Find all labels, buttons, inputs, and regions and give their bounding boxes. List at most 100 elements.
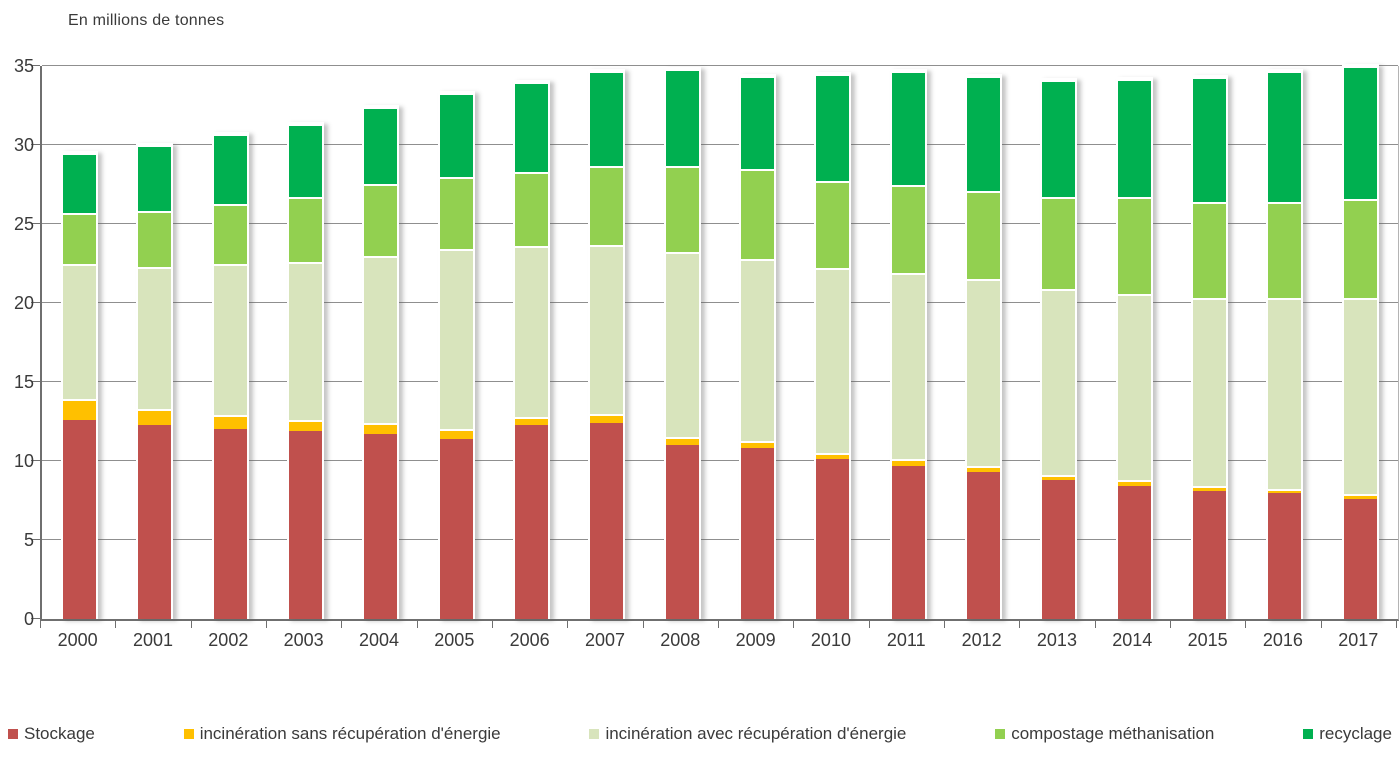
x-axis-tick-label: 2003	[283, 630, 324, 650]
bar-segment-incin-ration-sans-r-cup-ration-d-nergie	[1193, 486, 1227, 491]
bar-segment-stockage	[967, 472, 1001, 619]
x-axis-tick-label: 2004	[358, 630, 399, 650]
bar-stack	[513, 79, 551, 619]
bar-segment-recyclage	[1193, 77, 1227, 202]
bar-column-2000	[61, 66, 99, 619]
bar-segment-recyclage	[891, 70, 925, 185]
x-axis-tick-label: 2000	[57, 630, 98, 650]
bar-segment-incin-ration-avec-r-cup-ration-d-nergie	[63, 263, 97, 400]
x-axis-tick-label: 2016	[1262, 630, 1303, 650]
bar-segment-incin-ration-avec-r-cup-ration-d-nergie	[515, 246, 549, 417]
legend-item: incinération sans récupération d'énergie	[183, 724, 501, 744]
x-axis-tick	[567, 621, 568, 628]
bar-segment-incin-ration-avec-r-cup-ration-d-nergie	[289, 261, 323, 420]
bar-segment-stockage	[1042, 480, 1076, 619]
bar-stack	[889, 68, 927, 619]
y-axis-tick-label: 30	[13, 135, 34, 155]
bar-segment-stockage	[891, 465, 925, 619]
x-axis-tick-label: 2012	[961, 630, 1002, 650]
bar-segment-incin-ration-sans-r-cup-ration-d-nergie	[213, 415, 247, 430]
bar-segment-stockage	[289, 431, 323, 619]
bar-segment-stockage	[138, 424, 172, 619]
bar-stack	[1341, 64, 1379, 619]
y-axis-tick-label: 20	[13, 293, 34, 313]
x-axis-tick-label: 2015	[1187, 630, 1228, 650]
bar-segment-compostage-m-thanisation	[1042, 197, 1076, 289]
bar-segment-incin-ration-sans-r-cup-ration-d-nergie	[967, 465, 1001, 473]
bar-segment-incin-ration-sans-r-cup-ration-d-nergie	[1042, 475, 1076, 480]
bar-segment-incin-ration-sans-r-cup-ration-d-nergie	[439, 429, 473, 439]
bar-segment-compostage-m-thanisation	[1343, 198, 1377, 299]
y-axis-tick	[31, 618, 40, 619]
y-axis-tick	[31, 539, 40, 540]
bar-segment-recyclage	[439, 92, 473, 177]
legend-swatch	[589, 729, 600, 739]
bar-segment-incin-ration-sans-r-cup-ration-d-nergie	[289, 419, 323, 431]
bar-segment-compostage-m-thanisation	[967, 190, 1001, 280]
x-axis-tick	[266, 621, 267, 628]
legend-item: Stockage	[8, 724, 95, 744]
legend-swatch	[183, 729, 194, 739]
x-axis-tick-label: 2002	[208, 630, 249, 650]
bar-segment-recyclage	[213, 134, 247, 204]
chart-title: En millions de tonnes	[68, 12, 225, 29]
bar-column-2003	[287, 66, 325, 619]
bar-segment-incin-ration-sans-r-cup-ration-d-nergie	[515, 416, 549, 425]
bar-segment-incin-ration-sans-r-cup-ration-d-nergie	[364, 423, 398, 435]
gridline	[42, 302, 1398, 303]
legend: Stockage incinération sans récupération d…	[8, 724, 1392, 744]
bar-segment-incin-ration-sans-r-cup-ration-d-nergie	[1268, 489, 1302, 493]
bar-segment-recyclage	[967, 75, 1001, 191]
y-axis-tick-label: 5	[23, 530, 34, 550]
bar-segment-incin-ration-avec-r-cup-ration-d-nergie	[891, 273, 925, 460]
x-axis-tick-label: 2014	[1112, 630, 1153, 650]
bar-segment-incin-ration-avec-r-cup-ration-d-nergie	[1268, 298, 1302, 490]
bar-segment-incin-ration-sans-r-cup-ration-d-nergie	[665, 437, 699, 446]
bar-column-2004	[362, 66, 400, 619]
bar-stack	[211, 132, 249, 619]
bar-stack	[1266, 68, 1304, 619]
bar-segment-incin-ration-sans-r-cup-ration-d-nergie	[741, 440, 775, 449]
bar-segment-recyclage	[1117, 78, 1151, 198]
x-axis-tick-label: 2001	[132, 630, 174, 650]
bar-segment-stockage	[515, 424, 549, 619]
bar-segment-incin-ration-avec-r-cup-ration-d-nergie	[138, 266, 172, 409]
bar-stack	[739, 73, 777, 619]
y-axis-tick-label: 15	[13, 372, 34, 392]
bar-stack	[814, 71, 852, 619]
bar-stack	[588, 68, 626, 619]
bar-segment-recyclage	[741, 75, 775, 169]
plot-area	[40, 64, 1399, 621]
bar-segment-incin-ration-sans-r-cup-ration-d-nergie	[816, 453, 850, 460]
x-axis-tick	[643, 621, 644, 628]
bar-column-2015	[1191, 66, 1229, 619]
x-axis-tick	[1095, 621, 1096, 628]
bar-stack	[362, 105, 400, 619]
legend-label: incinération avec récupération d'énergie	[605, 724, 907, 743]
bar-stack	[1115, 76, 1153, 619]
bar-segment-recyclage	[665, 69, 699, 166]
bar-segment-incin-ration-avec-r-cup-ration-d-nergie	[364, 255, 398, 424]
bar-segment-stockage	[364, 434, 398, 619]
y-axis-tick	[31, 65, 40, 66]
bar-stack	[437, 90, 475, 619]
bar-stack	[1191, 75, 1229, 619]
x-axis-tick	[944, 621, 945, 628]
bar-segment-recyclage	[1268, 70, 1302, 202]
y-axis-tick	[31, 144, 40, 145]
bar-stack	[61, 150, 99, 619]
bar-stack	[965, 73, 1003, 619]
bar-segment-incin-ration-avec-r-cup-ration-d-nergie	[741, 258, 775, 441]
bar-column-2011	[889, 66, 927, 619]
bar-segment-incin-ration-avec-r-cup-ration-d-nergie	[213, 263, 247, 416]
bar-segment-stockage	[741, 448, 775, 619]
bar-segment-incin-ration-sans-r-cup-ration-d-nergie	[63, 399, 97, 420]
bar-segment-recyclage	[1042, 80, 1076, 198]
bar-segment-incin-ration-sans-r-cup-ration-d-nergie	[590, 413, 624, 424]
y-axis-tick	[31, 460, 40, 461]
bar-segment-compostage-m-thanisation	[138, 211, 172, 267]
bar-segment-incin-ration-avec-r-cup-ration-d-nergie	[1343, 298, 1377, 495]
bar-segment-recyclage	[515, 81, 549, 172]
x-axis-tick-label: 2010	[810, 630, 851, 650]
